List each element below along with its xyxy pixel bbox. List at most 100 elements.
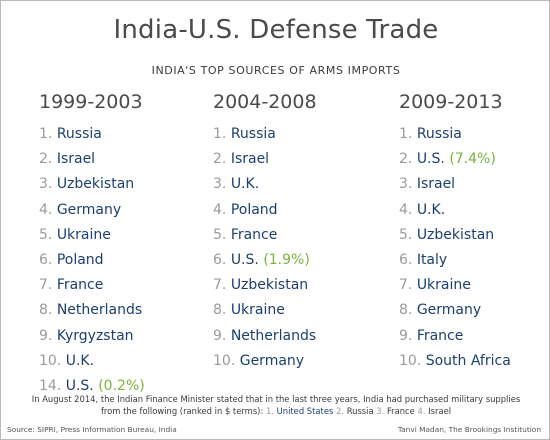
rank-item: 1. Russia — [399, 122, 511, 147]
footnote-rank-number: 2. — [336, 406, 345, 416]
footnote-prefix: from the following (ranked in $ terms): — [100, 406, 264, 416]
footnote-country: Russia — [346, 406, 374, 416]
rank-number: 6. — [213, 251, 227, 268]
country-name: Uzbekistan — [230, 277, 309, 294]
footnote-country: France — [386, 406, 415, 416]
footnote-rank-number: 4. — [417, 406, 426, 416]
country-name: Uzbekistan — [416, 226, 495, 243]
rank-number: 8. — [213, 302, 227, 319]
column-2009-2013: 2009-2013 1. Russia 2. U.S. (7.4%) 3. Isra… — [399, 89, 511, 374]
rank-number: 6. — [39, 251, 53, 268]
country-name: Italy — [416, 251, 448, 268]
rank-item: 3. U.K. — [213, 172, 317, 197]
rank-number: 8. — [399, 302, 413, 319]
rank-item: 4. U.K. — [399, 198, 511, 223]
footnote-line-1: In August 2014, the Indian Finance Minis… — [31, 394, 521, 404]
country-name: Poland — [56, 251, 104, 268]
rank-item: 7. France — [39, 273, 145, 298]
rank-number: 10. — [213, 352, 236, 369]
rank-number: 7. — [213, 277, 227, 294]
page-subtitle: INDIA'S TOP SOURCES OF ARMS IMPORTS — [151, 64, 401, 77]
rank-number: 5. — [399, 226, 413, 243]
rank-item: 5. Ukraine — [39, 223, 145, 248]
country-name: France — [56, 277, 104, 294]
country-name: Russia — [56, 126, 102, 142]
rank-item: 7. Uzbekistan — [213, 273, 317, 298]
rank-list: 1. Russia 2. Israel 3. Uzbekistan 4. German… — [39, 122, 145, 399]
rank-item: 2. Israel — [213, 147, 317, 172]
footnote-ranking: 1. United States 2. Russia 3. France 4. … — [266, 406, 451, 416]
rank-number: 6. — [399, 251, 413, 268]
country-name: U.S. — [230, 251, 259, 268]
footnote-country: United States — [276, 406, 334, 416]
country-name: France — [230, 226, 278, 243]
country-name: U.K. — [65, 352, 95, 369]
rank-number: 7. — [39, 277, 53, 294]
rank-item: 1. Russia — [39, 122, 145, 147]
rank-number: 10. — [399, 352, 422, 369]
rank-list: 1. Russia 2. Israel 3. U.K. 4. Poland 5. Fra… — [213, 122, 317, 374]
country-name: Ukraine — [56, 226, 111, 243]
rank-item: 6. Poland — [39, 248, 145, 273]
rank-number: 3. — [399, 176, 413, 193]
rank-number: 1. — [39, 126, 53, 142]
country-name: Ukraine — [230, 302, 285, 319]
footnote: In August 2014, the Indian Finance Minis… — [9, 393, 543, 417]
rank-item: 6. U.S. (1.9%) — [213, 248, 317, 273]
rank-item: 10. Germany — [213, 349, 317, 374]
page-title: India-U.S. Defense Trade — [113, 15, 439, 45]
rank-number: 7. — [399, 277, 413, 294]
rank-number: 14. — [39, 377, 62, 394]
country-name: U.S. — [65, 377, 94, 394]
rank-number: 2. — [39, 151, 53, 168]
rank-number: 4. — [213, 201, 227, 218]
country-name: Netherlands — [230, 327, 317, 344]
country-name: Netherlands — [56, 302, 143, 319]
rank-number: 9. — [399, 327, 413, 344]
column-2004-2008: 2004-2008 1. Russia 2. Israel 3. U.K. 4. Po… — [213, 89, 317, 374]
rank-number: 5. — [39, 226, 53, 243]
country-name: South Africa — [425, 352, 511, 369]
country-name: Kyrgyzstan — [56, 327, 134, 344]
rank-item: 9. France — [399, 324, 511, 349]
country-name: Germany — [239, 352, 305, 369]
rank-item: 6. Italy — [399, 248, 511, 273]
rank-number: 5. — [213, 226, 227, 243]
footnote-rank-number: 1. — [265, 406, 274, 416]
rank-list: 1. Russia 2. U.S. (7.4%) 3. Israel 4. U.K. 5… — [399, 122, 511, 374]
country-name: France — [416, 327, 464, 344]
import-share: (1.9%) — [263, 251, 310, 268]
country-name: U.K. — [416, 201, 446, 218]
country-name: Russia — [230, 126, 276, 142]
rank-number: 2. — [213, 151, 227, 168]
column-heading: 2009-2013 — [399, 91, 503, 113]
rank-number: 1. — [213, 126, 227, 142]
country-name: Russia — [416, 126, 462, 142]
country-name: Ukraine — [416, 277, 471, 294]
rank-number: 4. — [39, 201, 53, 218]
footnote-country: Israel — [428, 406, 452, 416]
footnote-line-2: from the following (ranked in $ terms): … — [9, 405, 543, 417]
column-heading: 2004-2008 — [213, 91, 317, 113]
rank-number: 3. — [39, 176, 53, 193]
footnote-rank-number: 3. — [376, 406, 385, 416]
country-name: U.K. — [230, 176, 260, 193]
country-name: Israel — [230, 151, 270, 168]
rank-number: 9. — [39, 327, 53, 344]
country-name: Israel — [56, 151, 96, 168]
rank-item: 5. Uzbekistan — [399, 223, 511, 248]
rank-number: 1. — [399, 126, 413, 142]
rank-item: 9. Netherlands — [213, 324, 317, 349]
rank-item: 14. U.S. (0.2%) — [39, 374, 145, 399]
country-name: U.S. — [416, 151, 445, 168]
country-name: Israel — [416, 176, 456, 193]
rank-number: 3. — [213, 176, 227, 193]
rank-item: 7. Ukraine — [399, 273, 511, 298]
author-credit: Tanvi Madan, The Brookings Institution — [397, 425, 541, 434]
country-name: Poland — [230, 201, 278, 218]
import-share: (0.2%) — [98, 377, 145, 394]
rank-item: 2. Israel — [39, 147, 145, 172]
source-credit: Source: SIPRI, Press Information Bureau,… — [7, 425, 177, 434]
import-share: (7.4%) — [449, 151, 496, 168]
